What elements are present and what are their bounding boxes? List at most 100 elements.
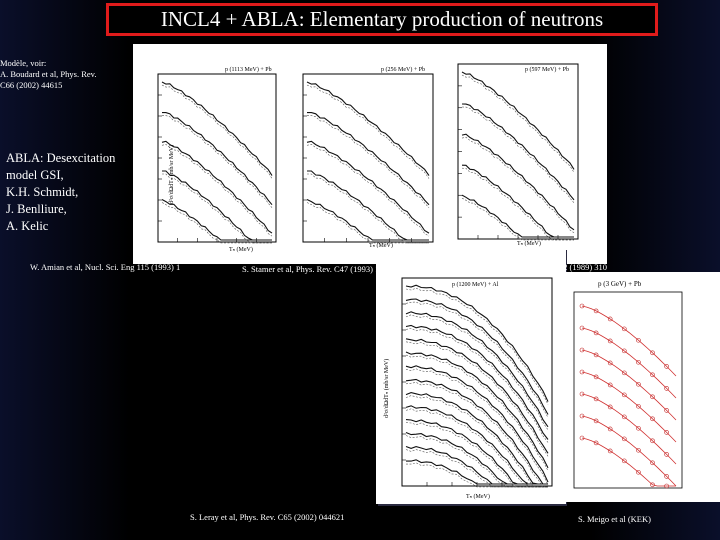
model-curve — [405, 395, 548, 488]
plot-5 — [573, 291, 683, 489]
data-marker — [664, 474, 669, 479]
model-curve — [581, 393, 677, 465]
model-curve — [405, 287, 549, 405]
plot-1-label: p (1113 MeV) + Pb — [225, 66, 272, 73]
model-curve — [161, 202, 272, 244]
data-marker — [636, 425, 641, 431]
spectrum-curve — [405, 311, 549, 428]
plot-1 — [157, 73, 277, 244]
data-marker — [621, 370, 627, 376]
data-marker — [607, 316, 613, 322]
data-marker — [636, 359, 641, 365]
plot-4-xlabel: Tₙ (MeV) — [466, 493, 490, 500]
spectrum-curve — [306, 199, 429, 241]
data-marker — [579, 369, 585, 375]
data-marker — [664, 408, 669, 413]
data-marker — [607, 426, 613, 432]
spectrum-curve — [405, 392, 548, 485]
spectrum-curve — [306, 81, 430, 176]
spectrum-curve — [406, 459, 548, 485]
model-curve — [161, 143, 273, 237]
spectrum-curve — [461, 133, 575, 231]
model-curve — [461, 106, 575, 204]
data-marker — [579, 325, 585, 331]
model-curve — [405, 449, 548, 488]
spectrum-curve — [461, 194, 574, 238]
spectrum-curve — [161, 140, 273, 234]
data-marker — [607, 360, 613, 366]
data-marker — [650, 460, 655, 466]
model-curve — [162, 115, 273, 208]
model-curve — [581, 437, 676, 487]
data-marker — [636, 447, 641, 453]
data-marker — [579, 413, 585, 419]
spectrum-curve — [405, 284, 549, 402]
spectrum-curve — [405, 365, 549, 483]
abla-note: ABLA: Desexcitation model GSI, K.H. Schm… — [6, 151, 116, 233]
plot-2-xlabel: Tₙ (MeV) — [369, 242, 393, 249]
spectrum-curve — [307, 170, 429, 241]
model-curve — [461, 167, 574, 241]
data-marker — [621, 392, 627, 398]
spectrum-curve — [162, 112, 273, 206]
plot-frame — [302, 73, 434, 243]
spectrum-curve — [161, 199, 272, 241]
data-marker — [650, 416, 655, 422]
model-note: Modèle, voir: A. Boudard et al, Phys. Re… — [0, 58, 97, 90]
data-marker — [607, 448, 613, 454]
model-curve — [405, 435, 548, 488]
model-curve — [405, 354, 549, 472]
model-curve — [405, 382, 548, 488]
plot-2-label: p (256 MeV) + Pb — [381, 66, 425, 73]
model-curve — [581, 371, 677, 443]
data-marker — [650, 438, 655, 444]
reference-3: W. Amian et al, Nucl. Sci. Eng 102 (1989… — [448, 262, 608, 272]
plot-1-ylabel: d²σ/dΩdTₙ (mb/sr MeV) — [168, 145, 175, 204]
plot-3-label: p (597 MeV) + Pb — [525, 66, 569, 73]
data-marker — [636, 337, 641, 343]
plot-3-xlabel: Tₙ (MeV) — [517, 240, 541, 247]
spectrum-curve — [461, 103, 575, 201]
model-curve — [307, 115, 430, 208]
reference-2: S. Stamer et al, Phys. Rev. C47 (1993) 1… — [242, 264, 393, 274]
spectrum-curve — [405, 378, 548, 485]
spectrum-curve — [405, 298, 549, 415]
data-marker — [579, 435, 585, 441]
data-marker — [607, 382, 613, 388]
data-marker — [650, 482, 655, 488]
spectrum-curve — [405, 324, 549, 440]
plot-3 — [457, 63, 579, 241]
data-marker — [650, 372, 655, 378]
data-marker — [664, 364, 669, 369]
data-marker — [621, 348, 627, 354]
model-curve — [461, 136, 575, 234]
plot-2 — [302, 73, 434, 244]
data-marker — [636, 469, 641, 475]
plot-5-label: p (3 GeV) + Pb — [598, 280, 642, 288]
plot-panel-bottom-right: p (3 GeV) + Pb — [566, 272, 720, 502]
data-marker — [593, 352, 599, 358]
plot-frame — [401, 277, 553, 487]
data-marker — [579, 347, 585, 353]
data-marker — [664, 452, 669, 457]
data-marker — [650, 350, 655, 356]
reference-5: S. Meigo et al (KEK) — [578, 514, 651, 524]
data-marker — [621, 326, 627, 332]
model-curve — [161, 84, 273, 179]
plot-panel-top: p (1113 MeV) + Pb p (256 MeV) + Pb p (59… — [133, 44, 607, 264]
plot-frame — [573, 291, 683, 489]
model-curve — [405, 314, 549, 430]
reference-1: W. Amian et al, Nucl. Sci. Eng 115 (1993… — [30, 262, 181, 272]
model-curve — [405, 368, 549, 486]
model-curve — [405, 301, 549, 418]
plot-panel-top-svg: p (1113 MeV) + Pb p (256 MeV) + Pb p (59… — [157, 63, 579, 253]
data-marker — [593, 418, 599, 424]
data-marker — [621, 458, 627, 464]
spectrum-curve — [306, 140, 430, 234]
model-curve — [406, 462, 548, 488]
slide-title: INCL4 + ABLA: Elementary production of n… — [106, 3, 658, 36]
data-marker — [593, 374, 599, 380]
spectrum-curve — [461, 164, 574, 238]
data-marker — [579, 391, 585, 397]
plot-1-xlabel: Tₙ (MeV) — [229, 246, 253, 253]
